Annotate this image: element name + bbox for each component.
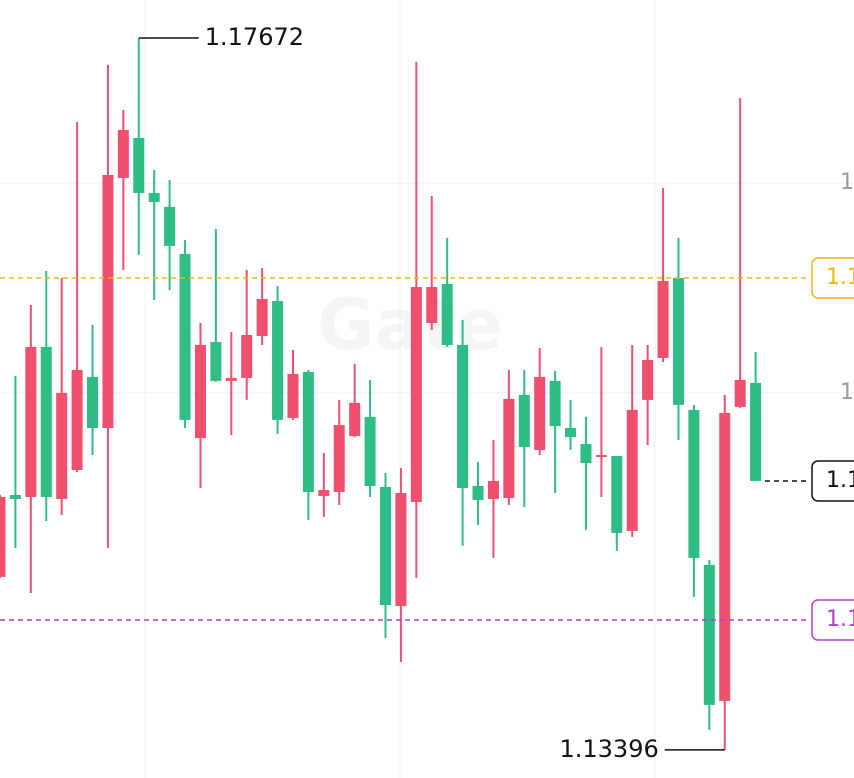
candle-body (750, 382, 762, 481)
y-tick-label: 1 (840, 380, 854, 405)
candle-body (9, 494, 21, 499)
candle-body (395, 492, 407, 607)
candle-body (688, 409, 700, 558)
price-label-box (811, 257, 854, 299)
candle-body (534, 376, 546, 451)
candle-body (225, 377, 237, 381)
candle-body (441, 284, 453, 345)
candle-body (148, 192, 160, 202)
candle-body (565, 428, 577, 438)
candle-body (179, 253, 191, 420)
candle-body (56, 392, 68, 499)
candle-body (0, 496, 6, 577)
candle-body (25, 346, 37, 497)
candle-body (164, 206, 176, 246)
candle-body (318, 489, 330, 496)
candle-body (364, 416, 376, 486)
candle-body (457, 344, 469, 488)
candle-body (194, 344, 206, 439)
candle-body (40, 346, 52, 497)
candle-body (503, 398, 515, 498)
candle-body (256, 299, 268, 336)
candle-body (287, 373, 299, 418)
candle-body (719, 412, 731, 701)
candle-body (117, 130, 129, 178)
candle-body (410, 287, 422, 502)
price-label-box (811, 599, 854, 641)
high-label: 1.17672 (205, 23, 304, 51)
candle-body (703, 564, 715, 705)
price-label-box (811, 460, 854, 502)
candle-body (272, 301, 284, 420)
candle-body (380, 486, 391, 606)
candle-body (102, 174, 114, 429)
candle-body (487, 480, 499, 499)
candle-body (87, 376, 99, 429)
price-label: 1.1623 (826, 265, 854, 290)
candle-body (426, 287, 438, 323)
candle-body (611, 456, 623, 533)
candle-body (518, 394, 530, 448)
price-label: 1.15011 (826, 468, 854, 493)
candle-body (642, 359, 654, 400)
candle-body (241, 334, 253, 378)
candle-body (626, 409, 638, 531)
watermark: Gate (317, 284, 503, 366)
candle-body (71, 369, 83, 470)
low-label: 1.13396 (559, 735, 658, 763)
candle-body (595, 455, 607, 458)
candle-body (472, 485, 484, 500)
candle-body (333, 425, 345, 492)
candle-body (210, 341, 222, 381)
candle-body (349, 402, 361, 437)
candle-body (302, 371, 314, 492)
candle-body (133, 138, 145, 193)
y-tick-label: 1 (840, 170, 854, 195)
candle-body (672, 278, 684, 405)
price-label: 1.14176 (826, 607, 854, 632)
candle-body (549, 380, 561, 427)
candle-body (734, 379, 746, 407)
candle-body (657, 281, 669, 358)
candle-body (580, 444, 592, 464)
